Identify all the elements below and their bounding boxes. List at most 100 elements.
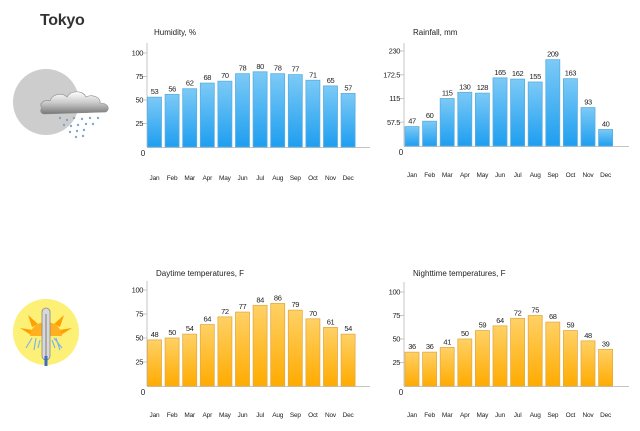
bar-aug xyxy=(270,303,286,387)
x-tick-label: Apr xyxy=(460,412,471,419)
data-label: 36 xyxy=(408,342,416,351)
bar-dec xyxy=(340,333,356,387)
data-label: 72 xyxy=(221,307,229,316)
city-title: Tokyo xyxy=(40,12,85,29)
y-tick-label: 75 xyxy=(135,310,143,319)
cloud-rain-icon xyxy=(10,68,116,140)
bar-apr xyxy=(457,91,473,147)
bar-jun xyxy=(492,325,508,387)
x-tick-label: May xyxy=(477,172,490,179)
x-tick-label: Feb xyxy=(424,412,435,419)
data-label: 79 xyxy=(292,300,300,309)
x-tick-label: Sep xyxy=(290,175,302,182)
x-tick-label: Mar xyxy=(184,175,196,182)
chart-title: Nighttime temperatures, F xyxy=(413,269,506,278)
bar-mar xyxy=(439,347,455,387)
x-tick-label: Sep xyxy=(547,172,559,179)
y-tick-label: 25 xyxy=(135,119,143,128)
data-label: 48 xyxy=(584,331,592,340)
y-zero-label: 0 xyxy=(141,149,146,158)
sun-thermometer-icon xyxy=(12,298,92,370)
x-tick-label: Oct xyxy=(308,412,318,419)
bar-aug xyxy=(270,73,286,148)
x-tick-label: Jan xyxy=(407,172,417,179)
data-label: 47 xyxy=(408,117,416,126)
x-tick-label: Aug xyxy=(272,175,284,182)
x-tick-label: Nov xyxy=(325,175,337,182)
bar-jan xyxy=(404,126,420,147)
x-tick-label: Jul xyxy=(514,412,522,419)
data-label: 128 xyxy=(477,83,489,92)
x-tick-label: Jun xyxy=(495,412,505,419)
bar-feb xyxy=(422,120,438,147)
data-label: 48 xyxy=(151,330,159,339)
y-tick-label: 172.5 xyxy=(383,70,400,79)
y-tick-label: 100 xyxy=(132,286,144,295)
bar-jul xyxy=(510,317,526,387)
x-tick-label: Jul xyxy=(514,172,522,179)
x-tick-label: Feb xyxy=(167,412,178,419)
y-tick-label: 75 xyxy=(392,311,400,320)
y-tick-label: 57.5 xyxy=(387,118,400,127)
data-label: 59 xyxy=(567,321,575,330)
x-tick-label: Apr xyxy=(203,412,214,419)
data-label: 115 xyxy=(442,89,453,98)
x-tick-label: Oct xyxy=(308,175,318,182)
bar-jan xyxy=(147,339,162,387)
nighttime-temperature-chart: Nighttime temperatures, F 100 75 50 25 0 36 Jan… xyxy=(389,269,629,419)
data-label: 93 xyxy=(584,98,592,107)
bar-sep xyxy=(545,59,561,147)
y-tick-label: 50 xyxy=(135,334,143,343)
data-label: 70 xyxy=(221,71,229,80)
x-tick-label: Apr xyxy=(460,172,471,179)
bar-dec xyxy=(598,129,613,147)
data-label: 57 xyxy=(344,83,352,92)
rainfall-chart: Rainfall, mm 230 172.5 115 57.5 0 47 Jan 60 Feb 11… xyxy=(383,28,629,179)
x-tick-label: Dec xyxy=(343,175,355,182)
x-tick-label: Jun xyxy=(495,172,505,179)
bar-may xyxy=(474,92,490,147)
x-tick-label: Dec xyxy=(343,412,355,419)
x-tick-label: Nov xyxy=(583,412,595,419)
data-label: 56 xyxy=(168,84,176,93)
data-label: 40 xyxy=(602,119,610,128)
bar-dec xyxy=(598,348,613,387)
bar-oct xyxy=(563,78,578,147)
y-tick-label: 25 xyxy=(392,358,400,367)
bar-nov xyxy=(323,327,338,387)
bar-mar xyxy=(439,98,455,147)
data-label: 68 xyxy=(549,312,557,321)
bar-oct xyxy=(305,318,321,387)
data-label: 71 xyxy=(309,70,317,79)
y-tick-label: 75 xyxy=(135,72,143,81)
bar-feb xyxy=(422,351,438,387)
data-label: 65 xyxy=(327,76,335,85)
y-tick-label: 230 xyxy=(389,47,401,56)
bar-apr xyxy=(199,82,215,148)
data-label: 41 xyxy=(443,337,451,346)
x-tick-label: Feb xyxy=(167,175,178,182)
bar-sep xyxy=(545,321,561,387)
data-label: 68 xyxy=(204,73,212,82)
data-label: 155 xyxy=(530,72,542,81)
data-label: 60 xyxy=(426,111,434,120)
x-tick-label: Dec xyxy=(600,172,612,179)
data-label: 62 xyxy=(186,79,194,88)
data-label: 163 xyxy=(565,69,577,78)
bar-jun xyxy=(492,77,508,147)
x-tick-label: Dec xyxy=(600,412,612,419)
bar-jun xyxy=(235,311,250,387)
bar-nov xyxy=(580,107,596,147)
x-tick-label: Sep xyxy=(547,412,559,419)
y-zero-label: 0 xyxy=(141,388,146,397)
x-tick-label: Mar xyxy=(442,172,454,179)
x-tick-label: Nov xyxy=(583,172,595,179)
x-tick-label: Aug xyxy=(530,172,542,179)
data-label: 54 xyxy=(186,324,194,333)
data-label: 162 xyxy=(512,69,524,78)
x-tick-label: Sep xyxy=(290,412,302,419)
bar-jul xyxy=(510,78,526,147)
bar-jun xyxy=(235,73,250,148)
bar-oct xyxy=(305,79,321,148)
x-tick-label: May xyxy=(477,412,490,419)
